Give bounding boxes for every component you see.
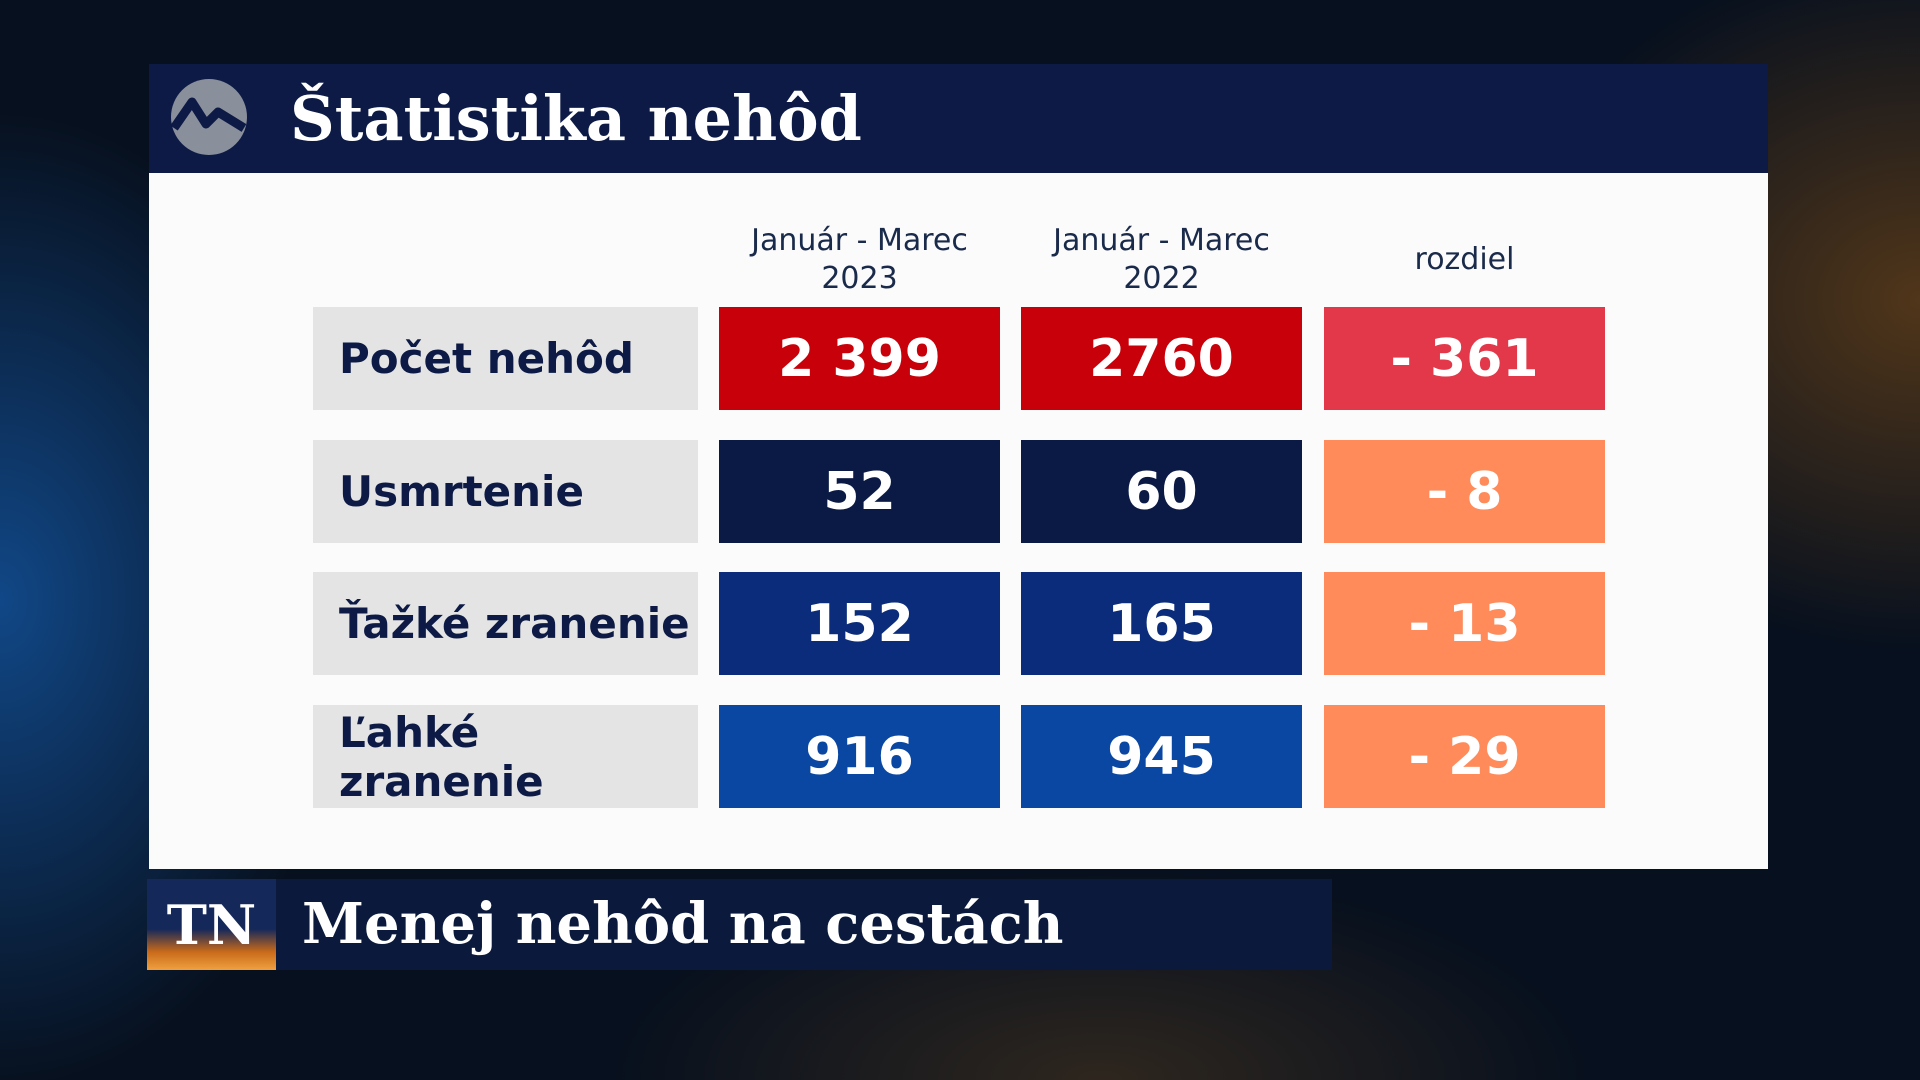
value-cell: - 13 xyxy=(1324,572,1605,675)
value-cell: 165 xyxy=(1021,572,1302,675)
badge: TN xyxy=(147,879,276,970)
row-label: Počet nehôd xyxy=(313,307,698,410)
row-label: Ľahké zranenie xyxy=(313,705,698,808)
value-cell: 52 xyxy=(719,440,1000,543)
value-cell: 945 xyxy=(1021,705,1302,808)
value-cell: 2760 xyxy=(1021,307,1302,410)
value-cell: 916 xyxy=(719,705,1000,808)
logo xyxy=(170,79,247,155)
header-bar xyxy=(149,64,1768,173)
footer-bar xyxy=(147,879,1332,970)
title: Štatistika nehôd xyxy=(290,82,862,155)
value-cell: - 8 xyxy=(1324,440,1605,543)
column-header: Január - Marec 2022 xyxy=(1021,222,1302,298)
headline: Menej nehôd na cestách xyxy=(302,891,1064,957)
value-cell: - 29 xyxy=(1324,705,1605,808)
value-cell: - 361 xyxy=(1324,307,1605,410)
column-header-text: Január - Marec 2022 xyxy=(1053,223,1270,296)
value-cell: 2 399 xyxy=(719,307,1000,410)
row-label: Ťažké zranenie xyxy=(313,572,698,675)
value-cell: 152 xyxy=(719,572,1000,675)
row-label: Usmrtenie xyxy=(313,440,698,543)
column-header: rozdiel xyxy=(1324,222,1605,298)
column-header-text: Január - Marec 2023 xyxy=(751,223,968,296)
column-header: Január - Marec 2023 xyxy=(719,222,1000,298)
value-cell: 60 xyxy=(1021,440,1302,543)
column-header-text: rozdiel xyxy=(1414,242,1515,277)
